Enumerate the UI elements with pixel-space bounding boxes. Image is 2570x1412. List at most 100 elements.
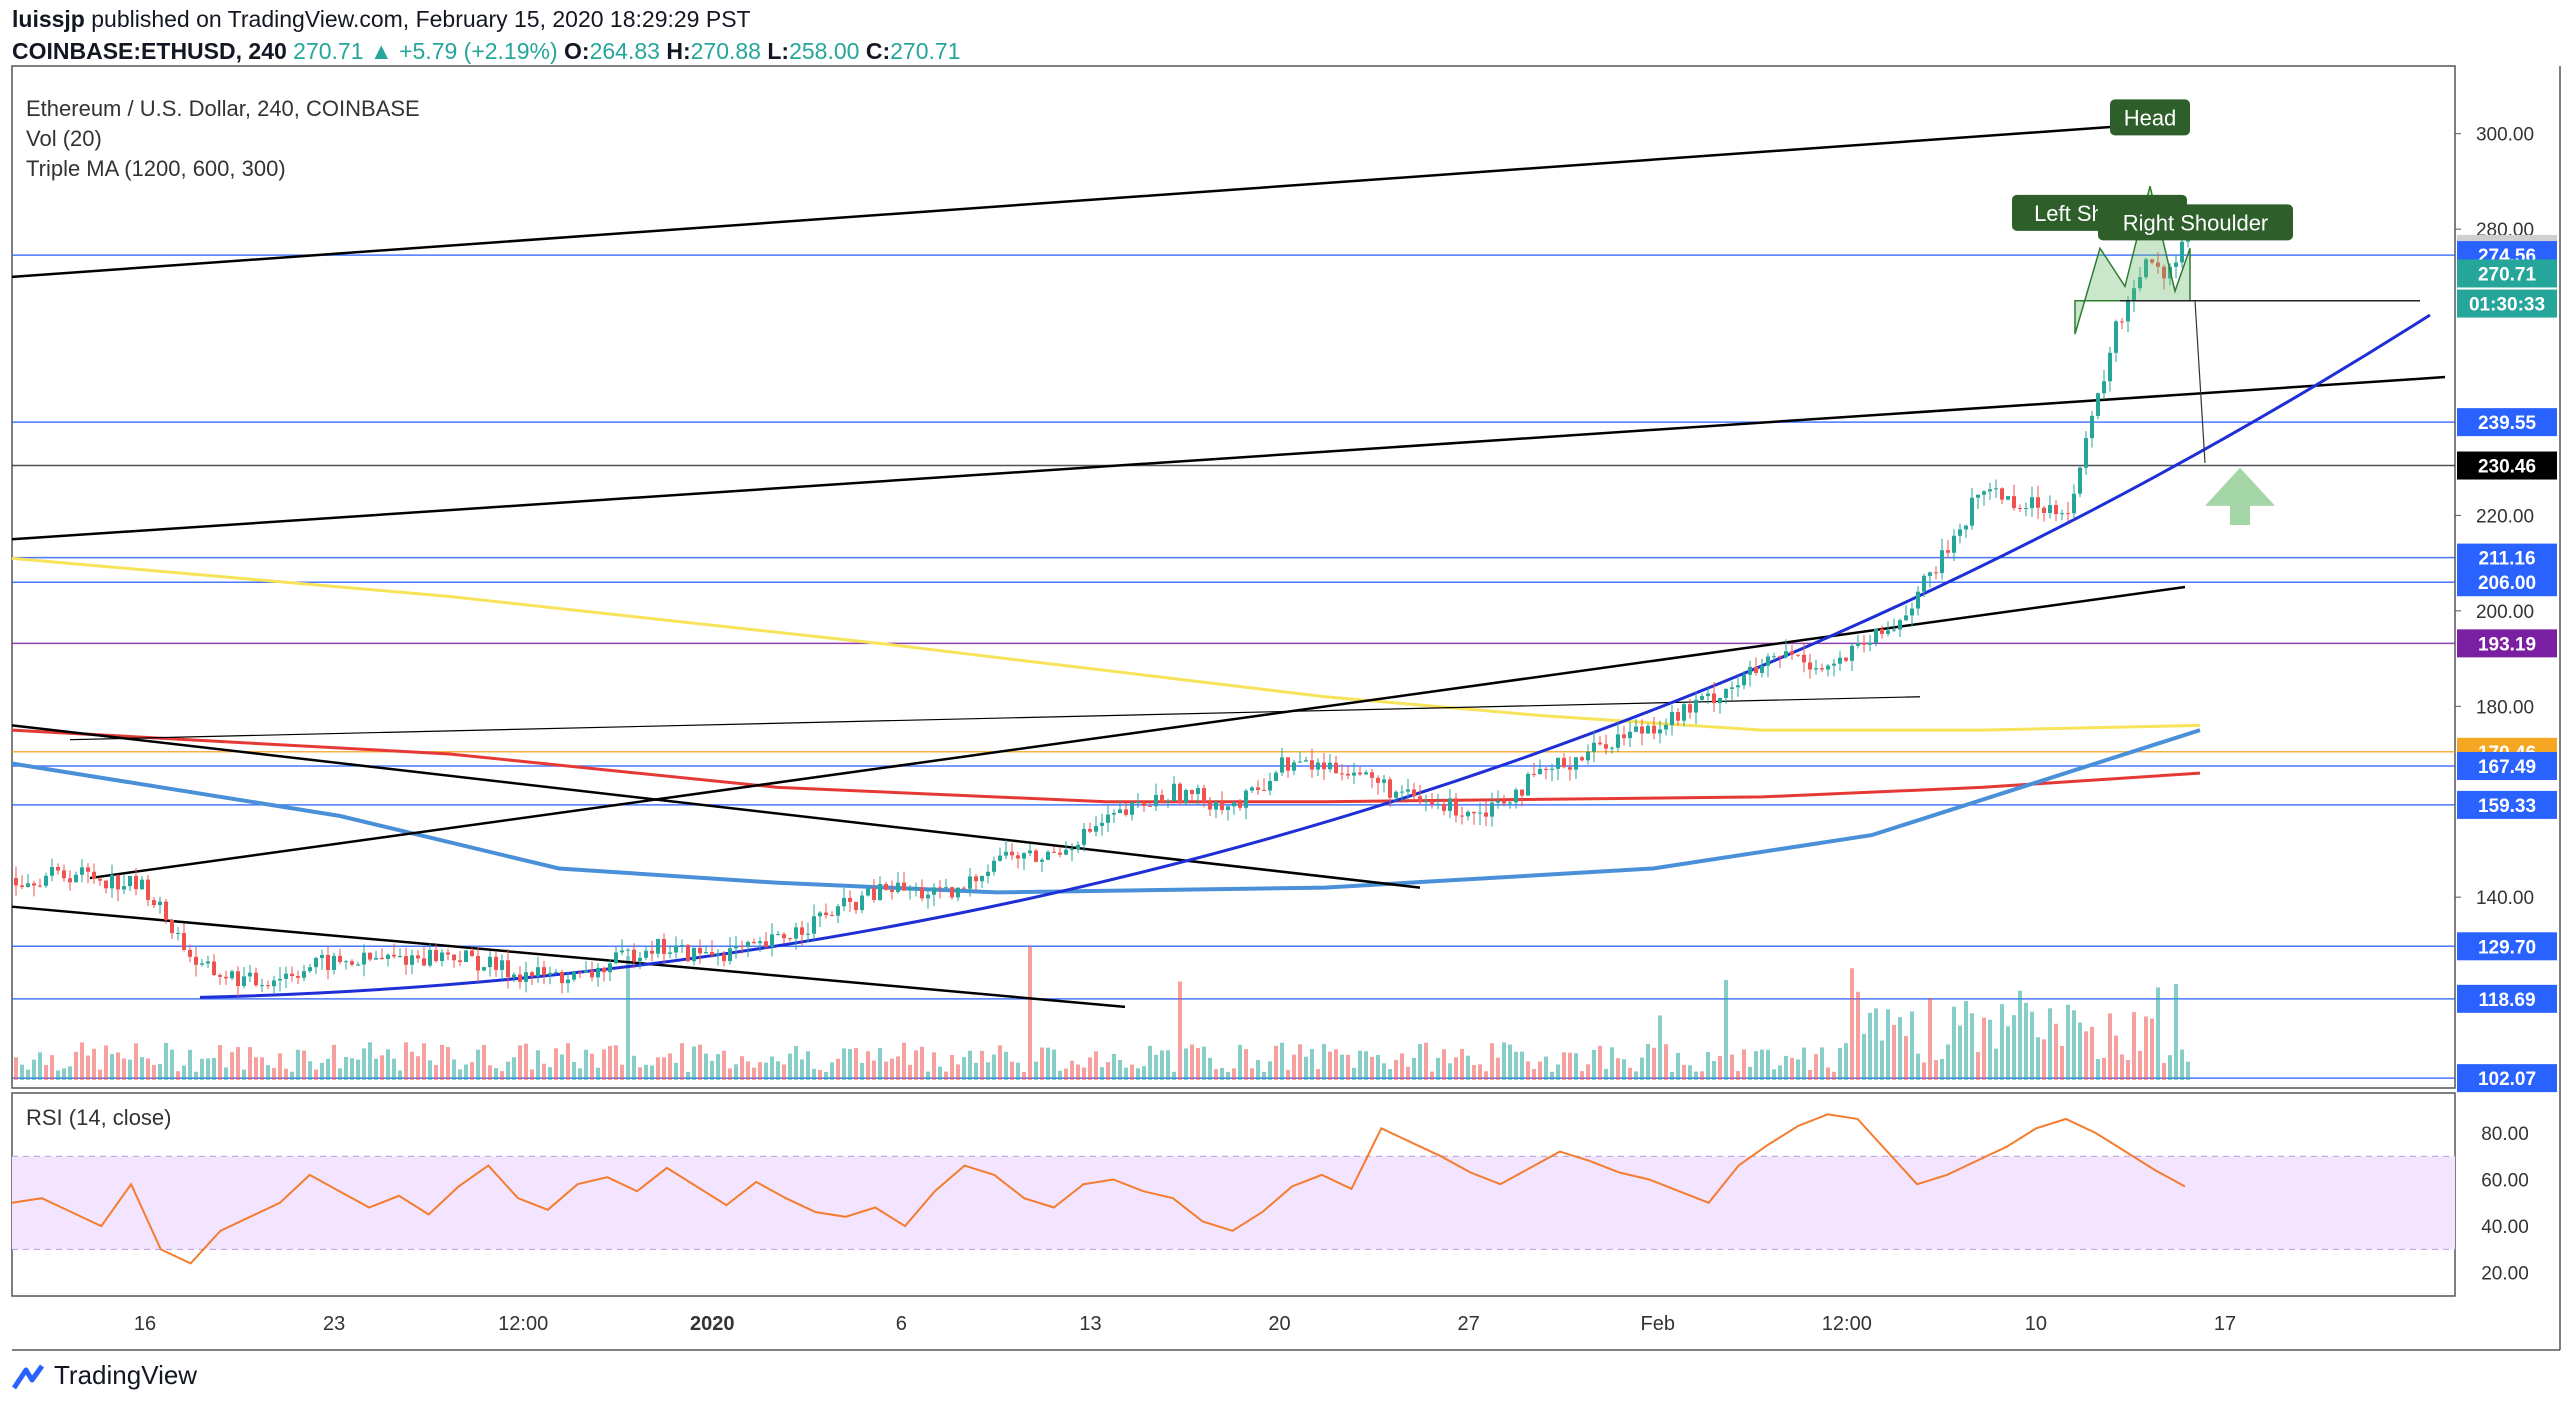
candle-body <box>1502 800 1506 804</box>
candle-body <box>854 901 858 911</box>
candle-body <box>1628 731 1632 739</box>
volume-bar <box>1550 1071 1554 1080</box>
candle-body <box>812 916 816 934</box>
candle-body <box>914 887 918 889</box>
x-tick-label: 16 <box>134 1313 156 1335</box>
chart-title: Ethereum / U.S. Dollar, 240, COINBASE <box>26 96 420 121</box>
candle-body <box>638 957 642 962</box>
candle-body <box>1058 852 1062 855</box>
volume-bar <box>2096 1059 2100 1080</box>
volume-bar <box>452 1059 456 1080</box>
candle-body <box>176 933 180 935</box>
candle-body <box>1610 747 1614 749</box>
price-label: 230.46 <box>2478 457 2536 478</box>
volume-bar <box>746 1061 750 1080</box>
volume-bar <box>938 1066 942 1080</box>
candle-body <box>1808 662 1812 670</box>
target-projection <box>2194 300 2206 463</box>
volume-bar <box>422 1043 426 1080</box>
candle-body <box>1814 668 1818 670</box>
volume-bar <box>1070 1060 1074 1080</box>
volume-bar <box>668 1053 672 1080</box>
volume-bar <box>1418 1044 1422 1080</box>
volume-bar <box>1178 981 1182 1080</box>
candle-body <box>554 971 558 973</box>
volume-bar <box>1832 1071 1836 1080</box>
candle-body <box>1064 849 1068 855</box>
price-label-box <box>2457 751 2557 780</box>
tradingview-logo-icon <box>12 1364 45 1389</box>
volume-bar <box>1982 1017 1986 1080</box>
candle-body <box>1922 575 1926 592</box>
price-label: 211.16 <box>2478 549 2535 570</box>
candle-body <box>1766 656 1770 666</box>
volume-bar <box>1994 1048 1998 1080</box>
volume-bar <box>1820 1047 1824 1080</box>
candle-body <box>68 878 72 883</box>
volume-bar <box>1094 1051 1098 1080</box>
volume-bar <box>1460 1048 1464 1080</box>
volume-bar <box>1346 1054 1350 1080</box>
volume-bar <box>194 1071 198 1080</box>
volume-bar <box>920 1046 924 1080</box>
volume-bar <box>572 1061 576 1080</box>
volume-bar <box>170 1049 174 1080</box>
rsi-legend: RSI (14, close) <box>26 1105 172 1130</box>
candle-body <box>56 867 60 871</box>
volume-bar <box>2138 1050 2142 1080</box>
candle-body <box>866 888 870 896</box>
volume-bar <box>728 1068 732 1080</box>
volume-bar <box>2090 1026 2094 1080</box>
volume-bar <box>386 1049 390 1080</box>
volume-bar <box>278 1053 282 1080</box>
candle-body <box>542 967 546 976</box>
price-pane-frame <box>11 65 2456 1089</box>
candle-body <box>1520 789 1524 796</box>
volume-bar <box>1004 1051 1008 1080</box>
candle-body <box>860 895 864 911</box>
candle-body <box>2072 493 2076 514</box>
candle-body <box>242 976 246 986</box>
volume-bar <box>164 1042 168 1080</box>
candle-body <box>1100 822 1104 826</box>
volume-bar <box>1214 1069 1218 1080</box>
volume-bar <box>1430 1071 1434 1080</box>
candle-body <box>236 971 240 986</box>
candle-body <box>1430 801 1434 805</box>
ma-600-line <box>11 728 2201 804</box>
volume-bar <box>1700 1071 1704 1080</box>
candle-body <box>344 961 348 963</box>
x-tick-label: 12:00 <box>498 1313 548 1335</box>
publisher-name[interactable]: luissjp <box>12 6 85 32</box>
candle-body <box>692 947 696 962</box>
candle-body <box>1802 654 1806 663</box>
candle-body <box>1514 789 1518 803</box>
volume-bar <box>1160 1050 1164 1080</box>
candle-body <box>104 880 108 889</box>
volume-bar <box>248 1047 252 1080</box>
volume-bar <box>578 1068 582 1080</box>
candle-body <box>20 885 24 887</box>
candle-body <box>1850 645 1854 661</box>
candle-body <box>518 974 522 982</box>
candle-body <box>1634 726 1638 732</box>
volume-bar <box>2030 1011 2034 1080</box>
candle-body <box>698 947 702 954</box>
candle-body <box>50 867 54 876</box>
candle-body <box>80 867 84 875</box>
candle-body <box>368 952 372 960</box>
candle-body <box>2180 241 2184 263</box>
volume-bar <box>1634 1071 1638 1080</box>
tradingview-brand[interactable]: TradingView <box>12 1360 197 1391</box>
volume-bar <box>1064 1068 1068 1080</box>
volume-bar <box>62 1068 66 1080</box>
volume-bar <box>338 1068 342 1080</box>
candle-body <box>1322 762 1326 770</box>
x-tick-label: 20 <box>1268 1313 1290 1335</box>
candle-body <box>1964 525 1968 530</box>
volume-bar <box>1274 1045 1278 1080</box>
candle-body <box>1196 788 1200 795</box>
volume-bar <box>788 1053 792 1080</box>
candle-body <box>1394 791 1398 798</box>
volume-bar <box>992 1054 996 1080</box>
